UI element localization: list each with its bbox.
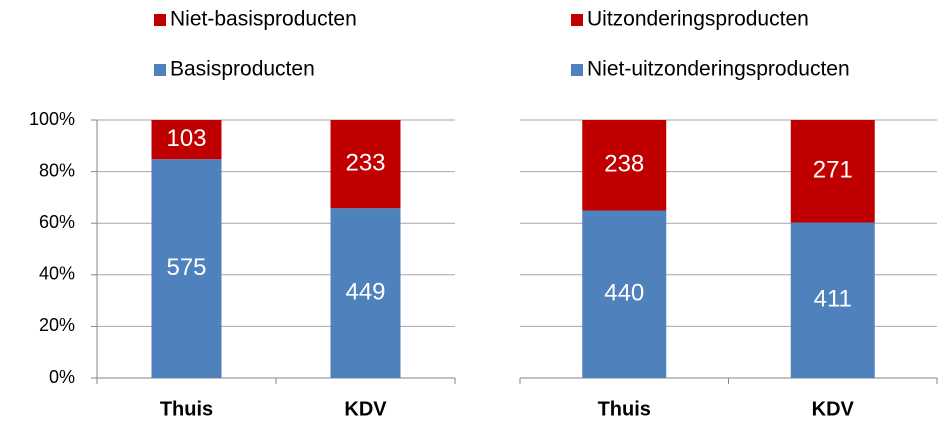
- data-label: 440: [604, 280, 644, 307]
- y-tick-label: 100%: [29, 109, 75, 129]
- data-label: 103: [166, 125, 206, 152]
- data-label: 271: [813, 157, 853, 184]
- data-label: 411: [814, 286, 852, 313]
- data-label: 449: [345, 278, 385, 305]
- bar-segment: [790, 222, 875, 378]
- bar-segment: [582, 120, 667, 211]
- y-tick-label: 0%: [49, 367, 75, 387]
- legend-swatch: [154, 14, 166, 26]
- legend-swatch: [571, 64, 583, 76]
- data-label: 238: [604, 151, 644, 178]
- y-tick-label: 40%: [39, 264, 75, 284]
- x-tick-label: KDV: [344, 398, 387, 420]
- bar-segment: [790, 120, 875, 223]
- bar-segment: [151, 120, 222, 160]
- x-tick-label: Thuis: [160, 398, 213, 420]
- bar-segment: [330, 208, 401, 378]
- data-label: 575: [166, 254, 206, 281]
- legend-label: Niet-uitzonderingsproducten: [587, 58, 850, 81]
- legend-swatch: [571, 14, 583, 26]
- x-tick-label: Thuis: [598, 398, 651, 420]
- y-tick-label: 60%: [39, 212, 75, 232]
- bar-segment: [582, 210, 667, 378]
- legend-label: Basisproducten: [170, 58, 315, 81]
- x-tick-label: KDV: [812, 398, 855, 420]
- y-tick-label: 20%: [39, 315, 75, 335]
- data-label: 233: [345, 149, 385, 176]
- bar-segment: [330, 120, 401, 209]
- y-tick-label: 80%: [39, 160, 75, 180]
- legend-label: Uitzonderingsproducten: [587, 8, 809, 31]
- legend-label: Niet-basisproducten: [170, 8, 357, 31]
- legend-swatch: [154, 64, 166, 76]
- bar-segment: [151, 159, 222, 378]
